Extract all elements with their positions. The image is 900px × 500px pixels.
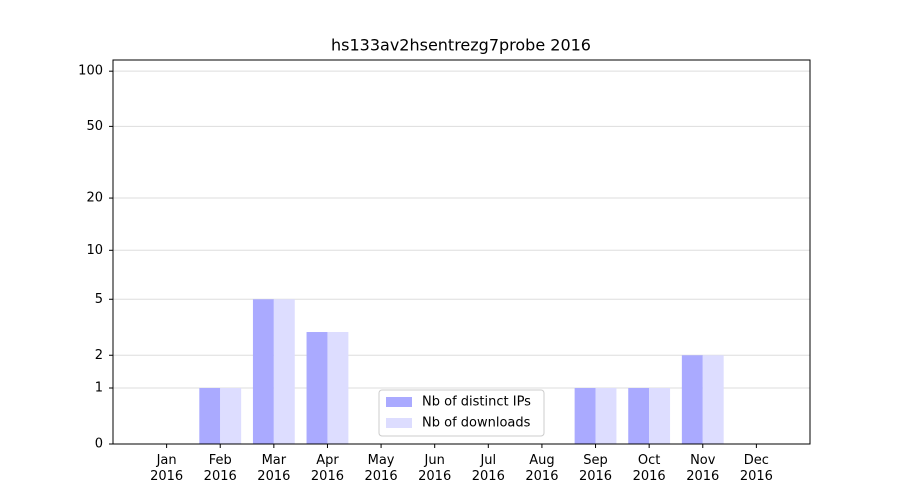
bar	[574, 388, 596, 444]
bar	[199, 388, 221, 444]
x-tick-label: Mar 2016	[257, 453, 291, 484]
legend-swatch	[386, 418, 412, 428]
bar	[327, 332, 349, 444]
y-tick-label: 50	[86, 119, 103, 134]
x-tick-label: Feb 2016	[203, 453, 237, 484]
y-tick-label: 5	[95, 292, 103, 307]
x-tick-label: Nov 2016	[686, 453, 720, 484]
bar	[595, 388, 617, 444]
chart-title: hs133av2hsentrezg7probe 2016	[331, 36, 591, 55]
y-tick-label: 0	[95, 437, 103, 452]
x-tick-label: Oct 2016	[632, 453, 666, 484]
bar	[220, 388, 242, 444]
y-tick-label: 20	[86, 191, 103, 206]
bar	[702, 355, 724, 444]
legend-swatch	[386, 397, 412, 407]
legend-label: Nb of downloads	[422, 416, 531, 431]
y-tick-label: 1	[95, 381, 103, 396]
legend-box	[378, 389, 545, 437]
bar	[252, 299, 274, 444]
x-tick-label: Dec 2016	[739, 453, 773, 484]
legend-label: Nb of distinct IPs	[422, 395, 531, 410]
bar	[649, 388, 671, 444]
x-tick-label: May 2016	[364, 453, 398, 484]
x-tick-label: Jan 2016	[150, 453, 184, 484]
x-tick-label: Jun 2016	[418, 453, 452, 484]
plot-frame	[112, 59, 811, 445]
y-tick-label: 100	[78, 64, 103, 79]
y-tick-label: 10	[86, 243, 103, 258]
x-tick-label: Apr 2016	[310, 453, 344, 484]
y-tick-label: 2	[95, 348, 103, 363]
legend: Nb of distinct IPs Nb of downloads	[378, 389, 545, 437]
bar	[628, 388, 650, 444]
bar	[306, 332, 328, 444]
bar	[273, 299, 295, 444]
x-tick-label: Aug 2016	[525, 453, 559, 484]
x-tick-label: Sep 2016	[578, 453, 613, 484]
bar	[681, 355, 703, 444]
x-tick-label: Jul 2016	[471, 453, 505, 484]
